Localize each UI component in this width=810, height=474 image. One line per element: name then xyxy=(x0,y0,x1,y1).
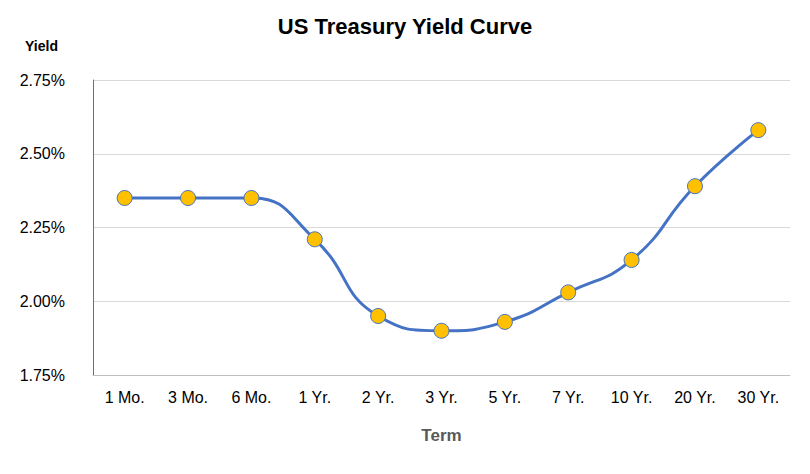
svg-text:10 Yr.: 10 Yr. xyxy=(611,389,653,406)
svg-text:US Treasury Yield Curve: US Treasury Yield Curve xyxy=(278,14,532,39)
svg-text:2.50%: 2.50% xyxy=(20,145,65,162)
svg-text:3 Mo.: 3 Mo. xyxy=(168,389,208,406)
svg-text:2.25%: 2.25% xyxy=(20,219,65,236)
svg-text:6 Mo.: 6 Mo. xyxy=(231,389,271,406)
svg-text:30 Yr.: 30 Yr. xyxy=(738,389,780,406)
svg-text:3 Yr.: 3 Yr. xyxy=(425,389,458,406)
svg-text:7 Yr.: 7 Yr. xyxy=(552,389,585,406)
svg-text:20 Yr.: 20 Yr. xyxy=(674,389,716,406)
svg-text:Term: Term xyxy=(421,426,461,445)
svg-text:Yield: Yield xyxy=(25,38,58,54)
svg-text:2.00%: 2.00% xyxy=(20,293,65,310)
svg-text:5 Yr.: 5 Yr. xyxy=(489,389,522,406)
svg-text:2 Yr.: 2 Yr. xyxy=(362,389,395,406)
svg-text:1 Mo.: 1 Mo. xyxy=(105,389,145,406)
svg-text:1.75%: 1.75% xyxy=(20,367,65,384)
svg-text:2.75%: 2.75% xyxy=(20,72,65,89)
svg-text:1 Yr.: 1 Yr. xyxy=(298,389,331,406)
